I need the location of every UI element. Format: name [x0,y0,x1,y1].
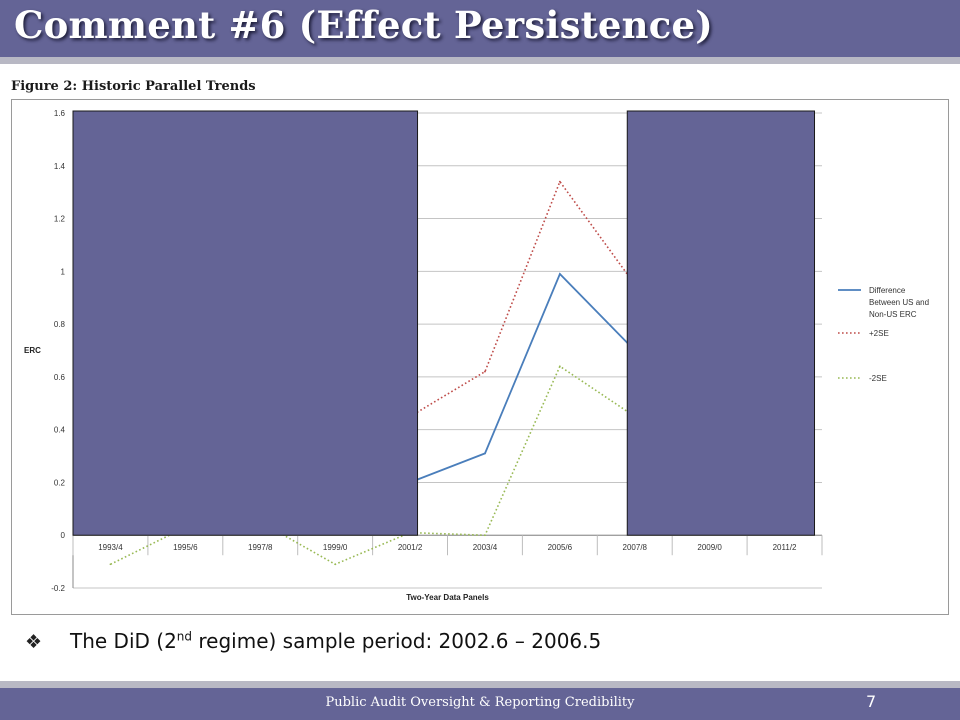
y-tick-label: 0.8 [54,320,66,329]
series-point-1 [558,180,561,183]
y-tick-label: 1 [61,267,66,276]
y-tick-label: -0.2 [51,584,65,593]
legend-label: Difference [869,286,906,295]
x-tick-label: 2009/0 [697,543,722,552]
series-point-1 [484,370,486,373]
title-bar-divider [0,57,960,64]
figure-caption: Figure 2: Historic Parallel Trends [11,79,256,94]
y-tick-label: 1.6 [54,109,66,118]
x-axis-title: Two-Year Data Panels [406,593,489,602]
legend-label: -2SE [869,374,887,383]
footer-text: Public Audit Oversight & Reporting Credi… [325,695,635,710]
slide-title: Comment #6 (Effect Persistence) [14,3,713,47]
x-tick-label: 1997/8 [248,543,273,552]
x-tick-label: 1999/0 [323,543,348,552]
series-point-2 [334,563,337,566]
y-tick-label: 1.2 [54,215,66,224]
bullet-icon: ❖ [25,631,43,653]
series-point-2 [109,563,112,566]
legend-label: +2SE [869,329,889,338]
series-point-2 [484,534,486,537]
line-chart: -0.2 0 0.2 0.4 0.6 0.8 1 1.2 1.4 1.6 1993/4 1995/6 1… [24,109,929,602]
x-tick-label: 2001/2 [398,543,423,552]
series-point-0 [484,452,486,455]
x-tick-label: 2011/2 [773,543,797,552]
overlay-box-1 [72,110,419,536]
series-point-2 [558,365,561,368]
page-number: 7 [866,692,877,711]
legend-label: Non-US ERC [869,310,917,319]
bullet-text-superscript: nd [176,629,193,644]
y-axis-title: ERC [24,346,41,355]
series-line-1 [409,179,636,418]
y-tick-label: 1.4 [54,162,66,171]
legend-label: Between US and [869,298,929,307]
y-tick-label: 0.2 [54,478,66,487]
y-tick-label: 0 [61,531,66,540]
title-bar [0,0,960,57]
x-tick-label: 2007/8 [623,543,648,552]
bullet-text-prefix: The DiD (2 [70,629,177,653]
x-tick-label: 2003/4 [473,543,498,552]
series-line-0 [409,272,636,484]
overlay-box-2 [626,110,816,536]
chart-frame: -0.2 0 0.2 0.4 0.6 0.8 1 1.2 1.4 1.6 1993/4 1995/6 1… [11,99,949,615]
bullet-text: The DiD (2nd regime) sample period: 2002… [70,629,601,653]
x-tick-label: 1995/6 [173,543,198,552]
y-tick-label: 0.6 [54,373,66,382]
series-point-0 [558,273,561,275]
x-tick-label: 2005/6 [548,543,573,552]
y-tick-label: 0.4 [54,426,66,435]
bullet-text-suffix: regime) sample period: 2002.6 – 2006.5 [192,629,602,653]
footer-bar [0,688,960,720]
footer-divider [0,681,960,688]
x-tick-label: 1993/4 [98,543,123,552]
